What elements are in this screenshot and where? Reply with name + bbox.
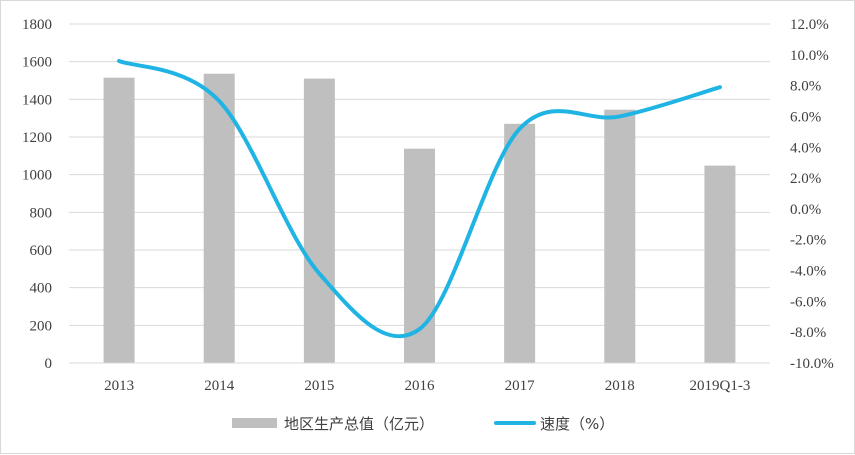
x-tick-label: 2018 bbox=[605, 378, 635, 394]
bar bbox=[104, 78, 135, 363]
left-tick-label: 1800 bbox=[22, 17, 52, 33]
legend-bar-swatch bbox=[232, 418, 277, 428]
left-tick-label: 1600 bbox=[22, 55, 52, 71]
legend-bar-label: 地区生产总值（亿元） bbox=[284, 415, 434, 433]
left-tick-label: 400 bbox=[30, 281, 53, 297]
x-tick-label: 2014 bbox=[204, 378, 235, 394]
right-tick-label: 6.0% bbox=[790, 109, 821, 125]
right-tick-label: -10.0% bbox=[790, 356, 834, 372]
x-tick-label: 2017 bbox=[505, 378, 536, 394]
right-tick-label: -4.0% bbox=[790, 264, 826, 280]
left-tick-label: 200 bbox=[30, 318, 53, 334]
bar bbox=[504, 124, 535, 363]
left-tick-label: 1000 bbox=[22, 168, 52, 184]
legend: 地区生产总值（亿元） 速度（%） bbox=[232, 415, 614, 433]
left-tick-label: 0 bbox=[45, 356, 53, 372]
left-tick-label: 600 bbox=[30, 243, 53, 259]
right-axis: -10.0% -8.0% -6.0% -4.0% -2.0% 0.0% 2.0% 4.0% 6.… bbox=[790, 17, 834, 372]
right-tick-label: 0.0% bbox=[790, 202, 821, 218]
x-tick-label: 2013 bbox=[104, 378, 134, 394]
left-tick-label: 1200 bbox=[22, 130, 52, 146]
bar bbox=[704, 166, 735, 363]
right-tick-label: -6.0% bbox=[790, 294, 826, 310]
right-tick-label: 12.0% bbox=[790, 17, 829, 33]
right-tick-label: 10.0% bbox=[790, 48, 829, 64]
right-tick-label: -8.0% bbox=[790, 325, 826, 341]
category-axis: 2013 2014 2015 2016 2017 2018 2019Q1-3 bbox=[69, 363, 770, 394]
left-tick-label: 800 bbox=[30, 205, 53, 221]
right-tick-label: 4.0% bbox=[790, 140, 821, 156]
left-tick-label: 1400 bbox=[22, 92, 52, 108]
right-tick-label: -2.0% bbox=[790, 233, 826, 249]
right-tick-label: 8.0% bbox=[790, 79, 821, 95]
left-axis: 0 200 400 600 800 1000 1200 1400 1600 1800 bbox=[22, 17, 52, 372]
legend-line-label: 速度（%） bbox=[540, 415, 614, 433]
bar bbox=[604, 110, 635, 363]
right-tick-label: 2.0% bbox=[790, 171, 821, 187]
bar bbox=[304, 79, 335, 363]
x-tick-label: 2019Q1-3 bbox=[690, 378, 751, 394]
bar-series bbox=[104, 74, 736, 363]
x-tick-label: 2015 bbox=[304, 378, 334, 394]
x-tick-label: 2016 bbox=[405, 378, 436, 394]
